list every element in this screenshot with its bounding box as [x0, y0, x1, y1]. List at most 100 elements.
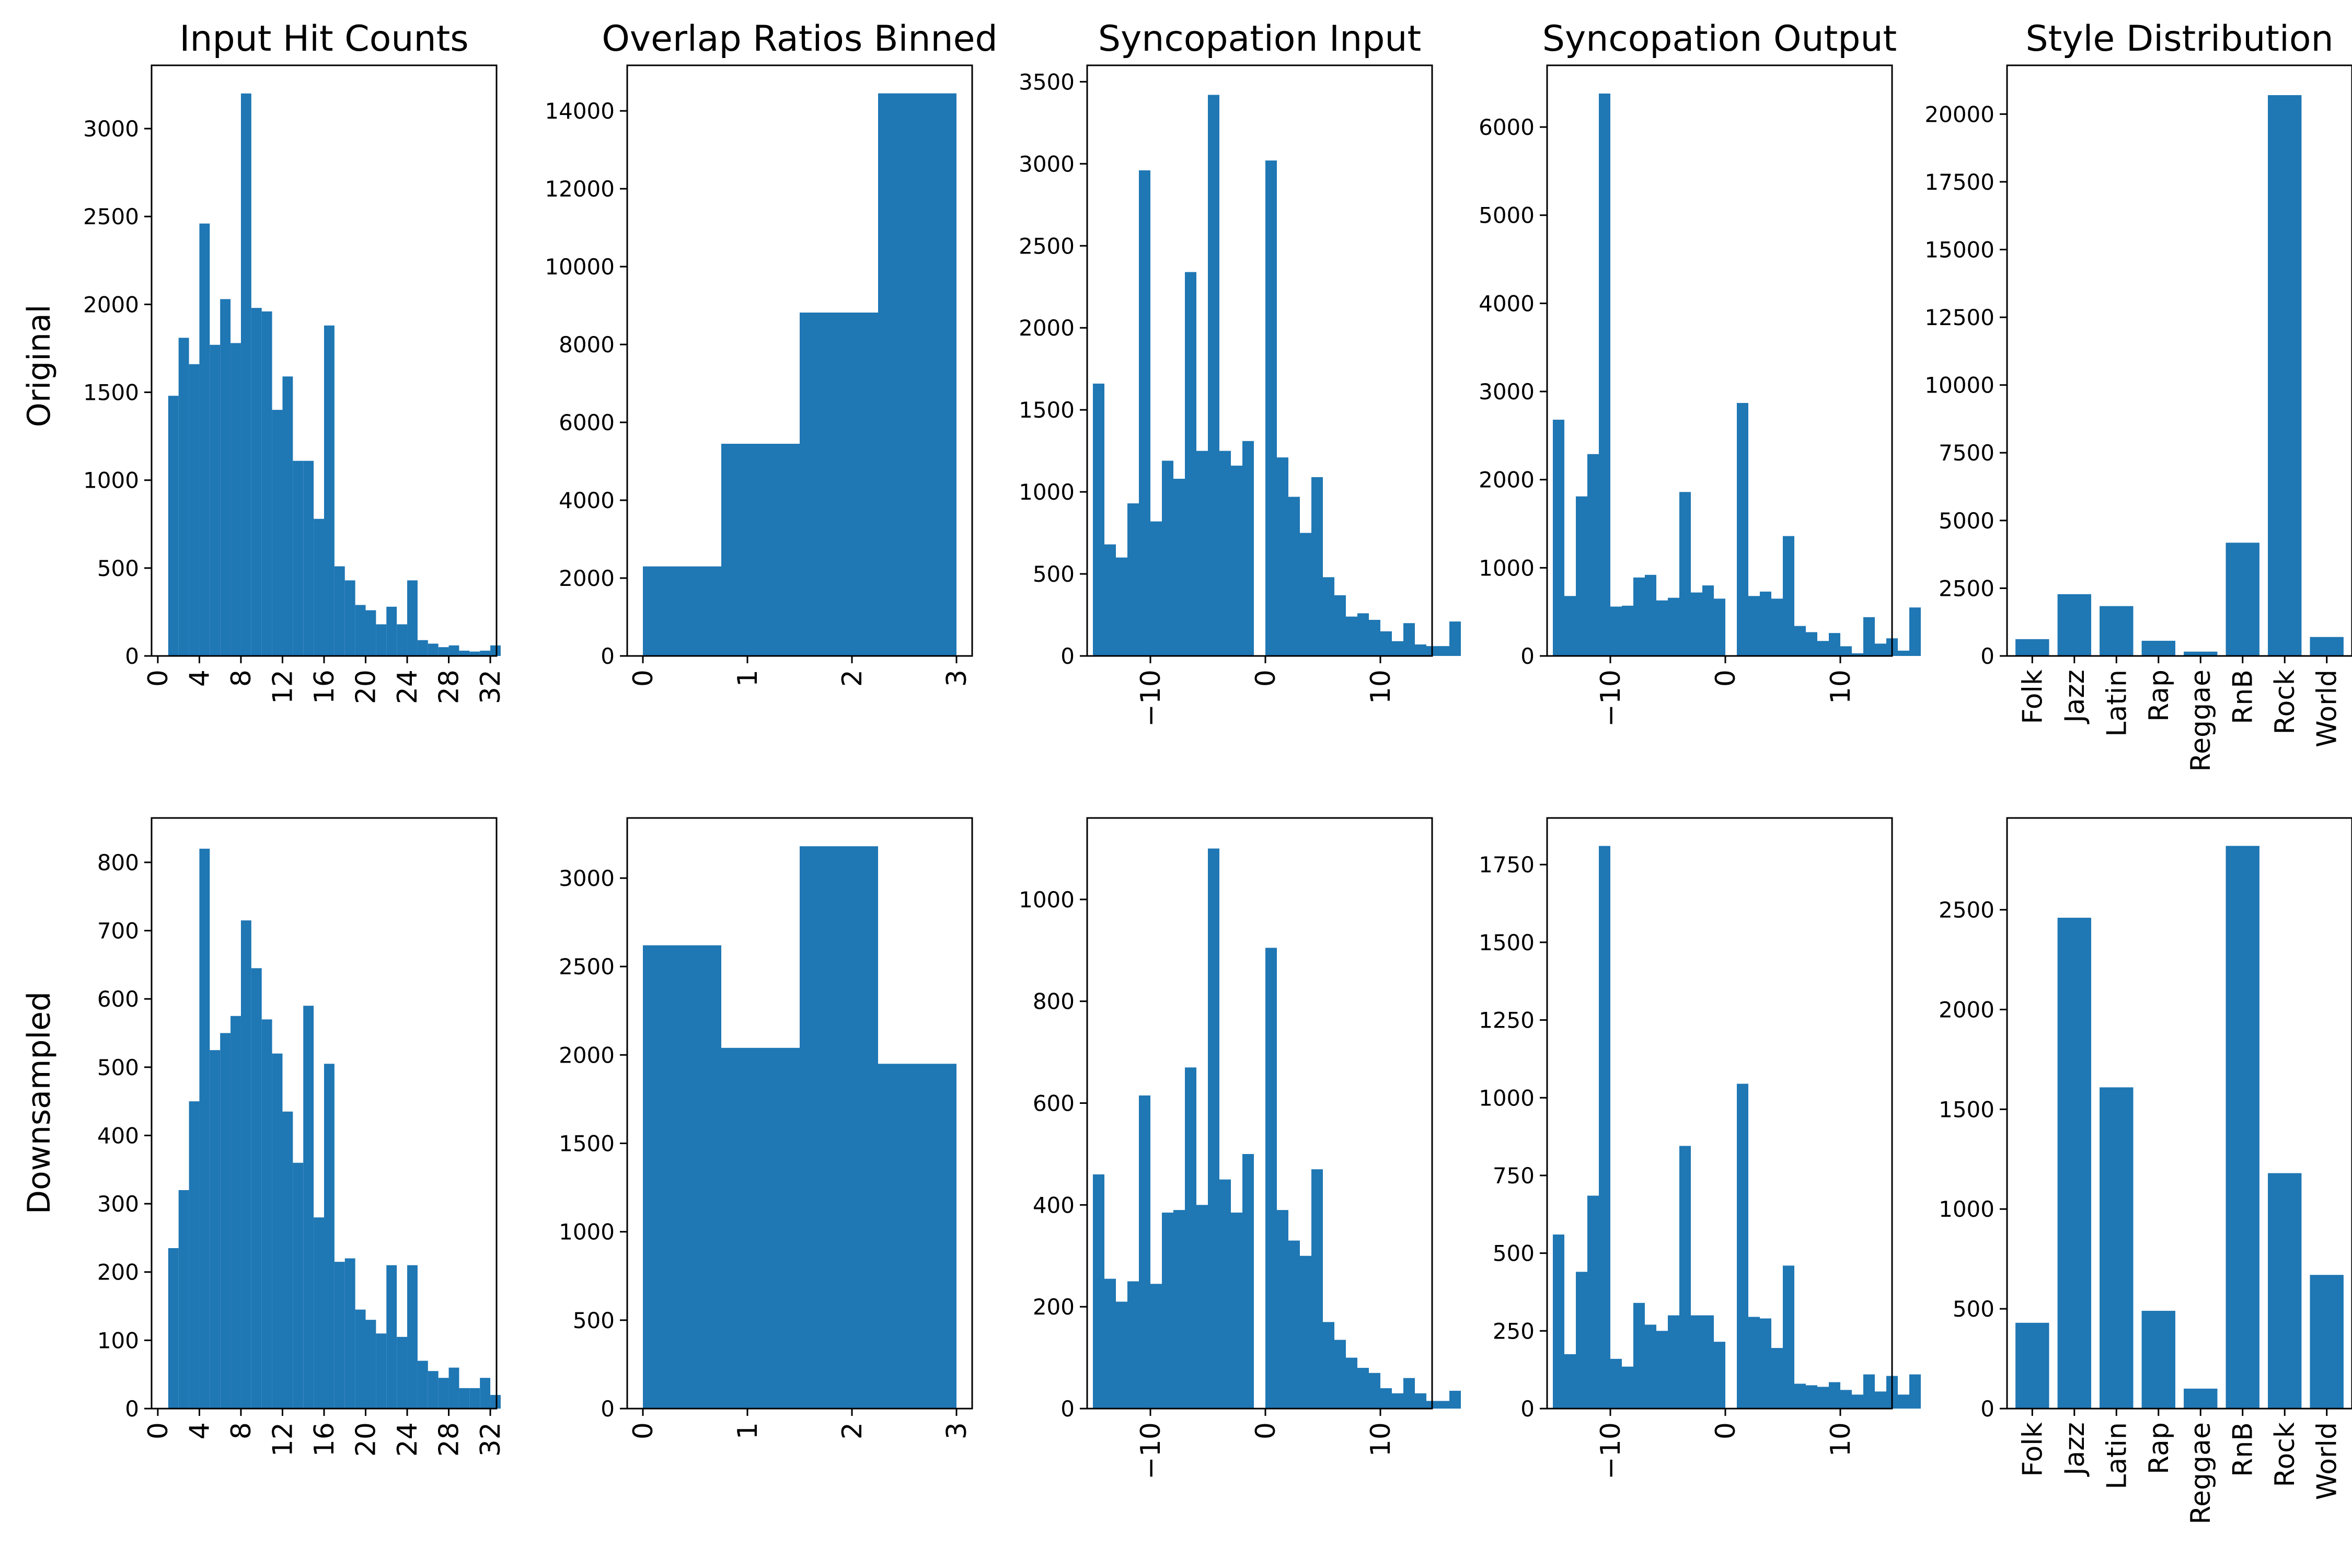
bar	[240, 920, 251, 1409]
x-tick-label: 0	[1710, 670, 1742, 687]
bar	[293, 460, 304, 656]
x-tick-label: 0	[1250, 1422, 1282, 1439]
y-tick-label: 2000	[83, 292, 139, 317]
x-tick-label: 8	[226, 1422, 257, 1439]
bar	[459, 650, 470, 656]
y-tick-label: 15000	[1924, 237, 1994, 262]
y-tick-label: 500	[1493, 1241, 1535, 1266]
x-tick-label: 4	[184, 1422, 215, 1439]
x-tick-label: Reggae	[2185, 1422, 2217, 1525]
bar	[1645, 574, 1656, 656]
bar	[324, 1064, 335, 1409]
x-tick-label: Reggae	[2185, 670, 2217, 772]
bar	[1852, 653, 1863, 656]
bar	[240, 93, 251, 656]
bar	[1219, 451, 1231, 656]
bar	[282, 1111, 293, 1409]
panel-title: Syncopation Input	[1098, 18, 1421, 60]
y-tick-label: 500	[1953, 1296, 1994, 1322]
bar	[1369, 619, 1380, 656]
x-tick-label: 8	[226, 670, 257, 687]
bar	[448, 645, 459, 656]
bar	[459, 1388, 470, 1409]
bar	[230, 1016, 241, 1409]
y-tick-label: 2500	[559, 954, 615, 979]
bar	[1334, 1340, 1346, 1409]
bar	[251, 308, 262, 656]
y-tick-label: 1500	[1019, 397, 1075, 423]
bar	[1300, 533, 1311, 656]
bar	[1748, 596, 1760, 656]
bar	[1162, 1212, 1173, 1409]
bar	[2184, 651, 2218, 656]
y-tick-label: 300	[97, 1191, 139, 1217]
bar	[1863, 1374, 1875, 1409]
y-tick-label: 3000	[1479, 379, 1535, 405]
bar	[178, 338, 189, 656]
x-tick-label: 3	[941, 670, 973, 687]
bar	[417, 1361, 428, 1409]
bar	[1346, 1357, 1357, 1409]
x-tick-label: 24	[392, 670, 423, 704]
axes-frame	[1086, 64, 1433, 657]
bar	[1691, 1315, 1702, 1409]
bar	[230, 343, 241, 656]
bar	[1403, 1378, 1415, 1409]
y-tick-label: 0	[1520, 643, 1535, 669]
panel-title: Style Distribution	[2025, 18, 2333, 60]
x-tick-label: 0	[143, 1422, 174, 1439]
bar	[643, 566, 721, 656]
bar	[1668, 597, 1679, 656]
x-tick-label: 0	[143, 670, 174, 687]
bar	[1714, 1342, 1725, 1409]
bar	[1323, 577, 1334, 656]
bar	[1185, 1067, 1196, 1409]
y-tick-label: 1000	[83, 468, 139, 493]
x-tick-label: 28	[434, 670, 465, 704]
y-tick-label: 0	[1060, 1396, 1075, 1422]
bar	[1104, 544, 1116, 656]
bar	[1610, 1358, 1622, 1409]
x-tick-label: 2	[837, 1422, 868, 1439]
bar	[407, 580, 418, 656]
bar	[1587, 454, 1599, 656]
y-tick-label: 2000	[559, 566, 615, 591]
bar	[800, 846, 878, 1409]
x-tick-label: RnB	[2228, 670, 2259, 724]
y-tick-label: 500	[1033, 561, 1075, 587]
y-tick-label: 200	[1033, 1294, 1075, 1320]
bar	[2268, 95, 2302, 656]
bar	[1093, 383, 1104, 656]
bar	[355, 605, 366, 656]
bar	[1622, 1366, 1633, 1409]
x-tick-label: 1	[732, 670, 764, 687]
panel-original-2: 0 2000 4000 6000 8000 10000 12000 14000 0 1 2 3 Over…	[545, 18, 997, 687]
y-tick-label: 10000	[545, 254, 615, 280]
bar	[2184, 1388, 2218, 1409]
x-tick-label: −10	[1595, 1422, 1627, 1480]
y-tick-label: 1750	[1479, 852, 1535, 878]
bar	[272, 410, 283, 656]
bar	[1357, 1368, 1369, 1409]
x-tick-label: −10	[1135, 670, 1167, 727]
x-tick-label: 10	[1825, 670, 1857, 704]
bar	[314, 1217, 324, 1409]
x-tick-label: 0	[628, 1422, 659, 1439]
bar	[1346, 616, 1357, 656]
y-tick-label: 800	[97, 850, 139, 875]
bar	[1702, 1315, 1714, 1409]
bar	[386, 1265, 397, 1409]
row-label-original: Original	[21, 305, 57, 428]
bar	[469, 651, 480, 656]
bar	[1208, 848, 1219, 1409]
bar	[1771, 598, 1783, 656]
bar	[1622, 605, 1633, 656]
bar	[1852, 1394, 1863, 1409]
bar	[2226, 846, 2259, 1409]
y-tick-label: 12500	[1924, 305, 1994, 330]
bar	[1334, 595, 1346, 656]
bar	[1817, 1387, 1829, 1409]
bar	[1438, 646, 1449, 656]
